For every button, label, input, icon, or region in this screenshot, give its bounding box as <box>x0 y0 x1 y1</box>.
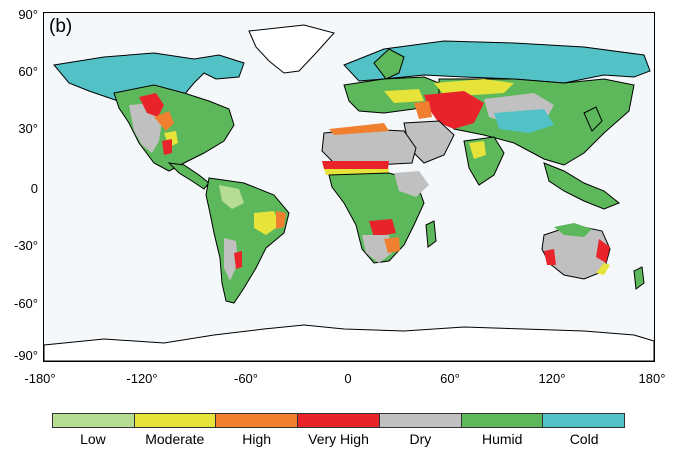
south-america-low <box>219 185 244 209</box>
south-america-dry <box>224 238 238 281</box>
asia-moderate <box>434 79 514 95</box>
south-america-humid <box>205 177 290 304</box>
india-moderate <box>469 141 486 159</box>
north-america-veryhigh-2 <box>162 139 172 155</box>
europe-moderate <box>384 89 424 103</box>
africa-south-veryhigh <box>369 219 396 237</box>
north-america-high-1 <box>154 111 174 131</box>
eurasia-cold <box>343 40 651 84</box>
y-tick-label: 0 <box>30 181 38 196</box>
legend-label: Moderate <box>145 431 205 447</box>
southeast-asia <box>543 162 620 210</box>
y-tick-label: -60° <box>14 296 38 311</box>
legend-swatch-moderate <box>134 414 217 427</box>
legend-label: Cold <box>569 431 599 447</box>
madagascar <box>425 220 437 248</box>
new-zealand <box>633 266 645 290</box>
north-america-humid <box>113 84 235 172</box>
y-tick-label: -90° <box>14 348 38 363</box>
x-tick-label: -120° <box>126 371 158 386</box>
africa-south-dry <box>362 235 392 263</box>
y-tick-label: 30° <box>18 121 38 136</box>
asia-high <box>414 101 432 119</box>
africa-sahel-veryhigh <box>322 161 389 169</box>
africa-horn-dry <box>394 171 429 197</box>
legend-swatch-humid <box>461 414 544 427</box>
x-tick-label: 60° <box>440 371 460 386</box>
south-america-veryhigh <box>234 251 242 269</box>
north-america-west-dry <box>129 103 162 153</box>
legend-color-bar <box>52 413 625 428</box>
africa-south-high <box>384 237 400 253</box>
south-america-high <box>276 211 286 229</box>
japan <box>583 106 603 132</box>
y-tick-label: 90° <box>18 7 38 22</box>
x-tick-label: -180° <box>24 371 56 386</box>
legend-label: Very High <box>308 431 369 447</box>
legend-swatch-dry <box>379 414 462 427</box>
legend-labels: Low Moderate High Very High Dry Humid Cold <box>52 430 625 448</box>
world-map <box>43 12 655 362</box>
australia-east-veryhigh <box>596 239 610 263</box>
map-canvas <box>44 24 654 361</box>
legend-label: Humid <box>481 431 523 447</box>
asia-veryhigh <box>424 91 484 129</box>
north-america-cold <box>53 52 245 106</box>
land-regions <box>44 24 654 361</box>
australia-east-moderate <box>596 263 610 275</box>
central-america <box>167 162 210 190</box>
y-tick-label: 60° <box>18 64 38 79</box>
australia-sw-veryhigh <box>544 249 556 265</box>
greenland-ice <box>248 24 335 74</box>
australia-north-humid <box>554 223 592 237</box>
scandinavia <box>373 48 405 80</box>
legend-label: Low <box>80 431 106 447</box>
x-tick-label: 120° <box>538 371 566 386</box>
antarctica <box>44 324 654 361</box>
legend-label: Dry <box>409 431 432 447</box>
asia-cold-plateau <box>494 109 554 133</box>
x-tick-label: -60° <box>234 371 258 386</box>
legend-swatch-high <box>216 414 299 427</box>
legend-swatch-very-high <box>298 414 380 427</box>
north-america-veryhigh-1 <box>139 93 164 117</box>
panel-label: (b) <box>49 16 73 37</box>
legend-label: High <box>242 431 272 447</box>
north-america-moderate-1 <box>164 131 178 147</box>
x-tick-label: 0 <box>344 371 352 386</box>
africa-north-coast-high <box>329 123 389 135</box>
y-tick-label: -30° <box>14 238 38 253</box>
x-tick-label: 180° <box>638 371 666 386</box>
south-america-moderate <box>254 211 280 235</box>
legend-swatch-cold <box>543 414 625 427</box>
legend-swatch-low <box>53 414 135 427</box>
